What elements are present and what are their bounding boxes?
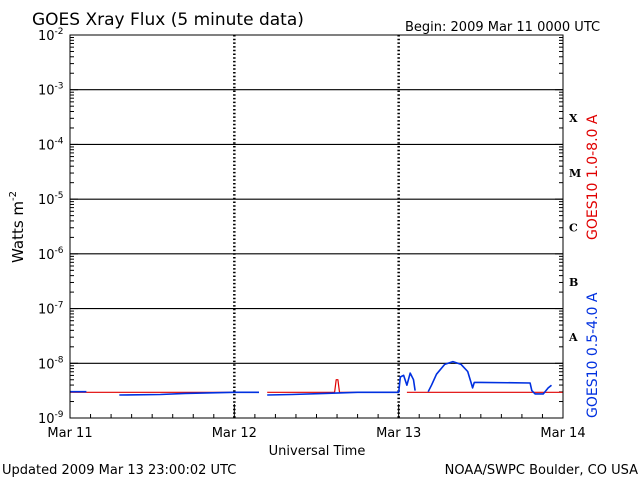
- legend-entry: GOES10 1.0-8.0 A: [585, 114, 601, 240]
- y-axis-label-group: Watts m-2: [8, 191, 27, 263]
- footer-updated: Updated 2009 Mar 13 23:00:02 UTC: [2, 463, 236, 478]
- flare-class-label: B: [569, 276, 578, 289]
- y-tick-label: 10-2: [38, 27, 64, 44]
- x-axis-label: Universal Time: [269, 444, 366, 459]
- y-tick-label: 10-6: [38, 246, 64, 263]
- x-tick-label: Mar 14: [540, 426, 585, 441]
- legend-label: GOES10 1.0-8.0 A: [585, 114, 601, 240]
- x-tick-label: Mar 11: [47, 426, 92, 441]
- y-tick-label: 10-4: [38, 136, 64, 153]
- x-tick-label: Mar 12: [212, 426, 257, 441]
- flare-class-label: C: [569, 222, 578, 235]
- footer-credit: NOAA/SWPC Boulder, CO USA: [445, 463, 638, 478]
- flare-class-label: X: [569, 112, 578, 125]
- series-layer: [70, 360, 563, 396]
- plot-frame: [69, 34, 564, 419]
- chart-title: GOES Xray Flux (5 minute data): [32, 10, 304, 30]
- y-tick-label: 10-3: [38, 82, 64, 99]
- series-line-1: [70, 379, 563, 393]
- svg-text:Watts m-2: Watts m-2: [8, 191, 27, 263]
- y-tick-label: 10-8: [38, 355, 64, 372]
- legend-entry: GOES10 0.5-4.0 A: [585, 292, 601, 418]
- y-tick-label: 10-5: [38, 191, 64, 208]
- legend: GOES10 1.0-8.0 A GOES10 0.5-4.0 A: [585, 114, 601, 418]
- flare-class-label: M: [569, 167, 581, 180]
- flare-class-label: A: [568, 331, 578, 344]
- y-tick-label: 10-9: [38, 410, 64, 427]
- tick-marks: [70, 34, 563, 419]
- y-tick-labels: 10-2 10-3 10-4 10-5 10-6 10-7 10-8 10-9: [38, 27, 64, 427]
- x-tick-label: Mar 13: [376, 426, 421, 441]
- y-axis-label-sup: -2: [8, 191, 19, 201]
- x-tick-labels: Mar 11 Mar 12 Mar 13 Mar 14: [47, 426, 585, 441]
- flare-class-labels: X M C B A: [568, 112, 581, 344]
- series-line-2: [70, 360, 553, 396]
- legend-label: GOES10 0.5-4.0 A: [585, 292, 601, 418]
- begin-label: Begin: 2009 Mar 11 0000 UTC: [405, 20, 600, 35]
- y-axis-label: Watts m: [9, 201, 27, 263]
- y-tick-label: 10-7: [38, 301, 64, 318]
- gridlines: [70, 35, 563, 418]
